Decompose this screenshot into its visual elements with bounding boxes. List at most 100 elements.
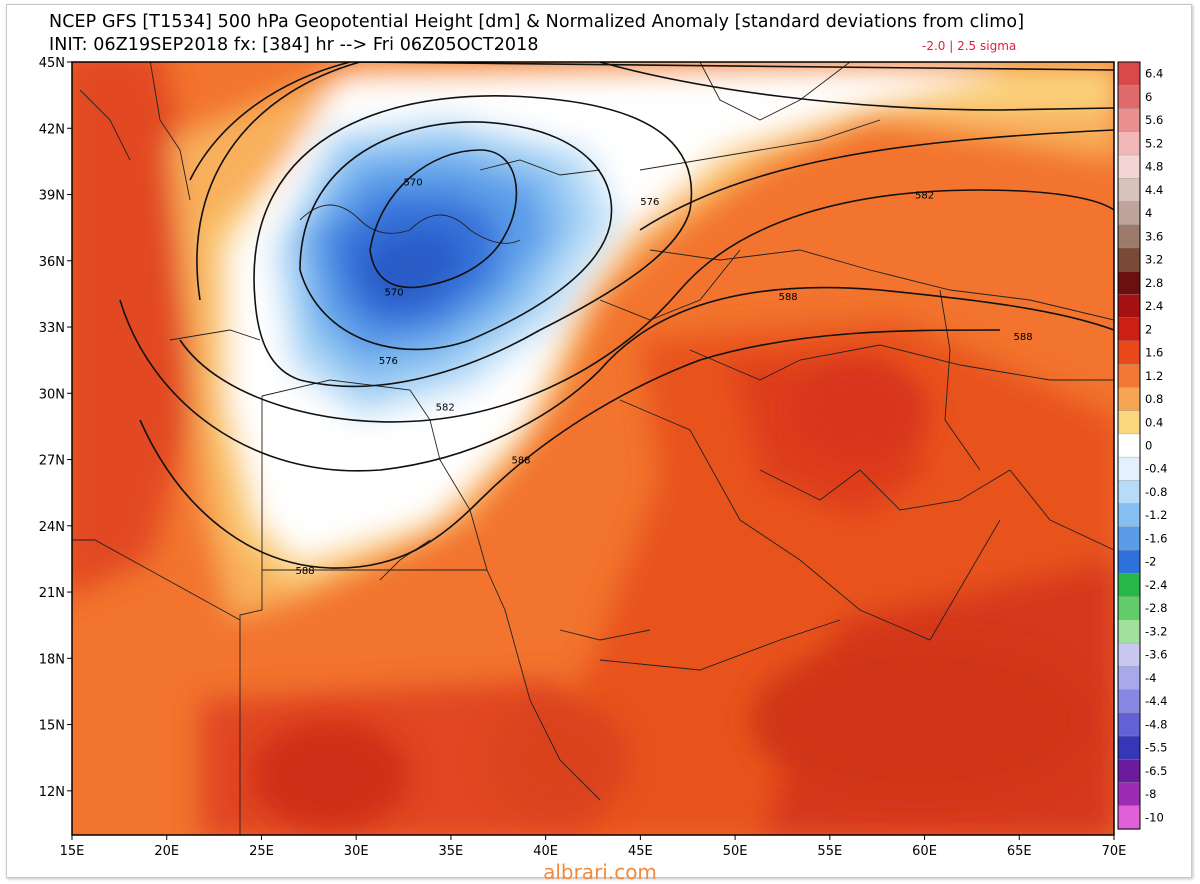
colorbar-label: -2.4: [1145, 578, 1167, 592]
colorbar-label: -8: [1145, 787, 1156, 801]
contour-label: 570: [403, 177, 422, 188]
colorbar-swatch: [1117, 387, 1141, 412]
sigma-note: -2.0 | 2.5 sigma: [922, 39, 1017, 53]
map-border: [71, 61, 1115, 836]
lat-tick-label: 24N: [39, 520, 65, 535]
colorbar-label: 4.4: [1145, 183, 1163, 197]
colorbar-label: 1.6: [1145, 346, 1163, 360]
contour-label: 582: [436, 403, 455, 414]
lat-tick-label: 42N: [39, 122, 65, 137]
contour-label: 570: [385, 288, 404, 299]
colorbar-swatch: [1117, 224, 1141, 249]
colorbar-swatch: [1117, 340, 1141, 365]
colorbar-swatch: [1117, 85, 1141, 110]
colorbar-swatch: [1117, 131, 1141, 156]
lat-tick-label: 39N: [39, 189, 65, 204]
colorbar-swatch: [1117, 805, 1141, 830]
contour-label: 588: [511, 456, 530, 467]
colorbar-label: -1.6: [1145, 531, 1167, 545]
colorbar-swatch: [1117, 642, 1141, 668]
colorbar-label: -2.8: [1145, 601, 1167, 615]
colorbar-label: 3.2: [1145, 253, 1163, 267]
colorbar-swatch: [1117, 735, 1141, 760]
colorbar-label: 6.4: [1145, 67, 1163, 81]
colorbar-swatch: [1117, 666, 1141, 691]
colorbar-label: -1.2: [1145, 508, 1167, 522]
lat-tick-label: 36N: [39, 255, 65, 270]
colorbar-label: -10: [1145, 810, 1164, 824]
colorbar-label: -0.4: [1145, 462, 1167, 476]
longitude-axis: 15E 20E 25E 30E 35E 40E 45E 50E 55E 60E 65E 70E: [60, 835, 1127, 859]
lon-tick-label: 60E: [912, 844, 937, 859]
colorbar-swatch: [1117, 549, 1141, 575]
colorbar-swatch: [1117, 270, 1141, 296]
contour-label: 582: [915, 191, 934, 202]
colorbar-label: -4.8: [1145, 717, 1167, 731]
colorbar-swatch: [1117, 526, 1141, 551]
contour-label: 576: [640, 197, 659, 208]
colorbar-label: 1.2: [1145, 369, 1163, 383]
colorbar-label: -2: [1145, 555, 1156, 569]
colorbar-swatch: [1117, 108, 1141, 133]
colorbar-swatch: [1117, 503, 1141, 528]
lat-tick-label: 21N: [39, 586, 65, 601]
colorbar-label: 0: [1145, 439, 1152, 453]
contour-labels: 570 570 576 576 582 582 588 588 588 588: [295, 177, 1033, 577]
lon-tick-label: 70E: [1102, 844, 1127, 859]
lon-tick-label: 15E: [60, 844, 85, 859]
colorbar-swatch: [1117, 61, 1141, 86]
colorbar-swatch: [1117, 480, 1141, 505]
colorbar-label: 3.6: [1145, 229, 1163, 243]
colorbar: 6.4 6 5.6 5.2 4.8 4.4 4 3.6 3.2 2.8 2.4 2 1.6 1.2 0.8 0…: [1117, 61, 1167, 830]
colorbar-label: 4: [1145, 206, 1152, 220]
colorbar-swatch: [1117, 619, 1141, 644]
colorbar-label: 2.4: [1145, 299, 1163, 313]
lat-tick-label: 18N: [39, 652, 65, 667]
colorbar-swatch: [1117, 456, 1141, 482]
colorbar-swatch: [1117, 712, 1141, 737]
height-contours: [119, 62, 1114, 569]
colorbar-swatch: [1117, 201, 1141, 226]
colorbar-label: -0.8: [1145, 485, 1167, 499]
colorbar-swatch: [1117, 363, 1141, 389]
colorbar-label: 2: [1145, 322, 1152, 336]
lat-tick-label: 12N: [39, 785, 65, 800]
colorbar-label: 5.2: [1145, 136, 1163, 150]
colorbar-label: -3.6: [1145, 648, 1167, 662]
colorbar-swatch: [1117, 759, 1141, 784]
colorbar-swatch: [1117, 317, 1141, 342]
contour-label: 588: [295, 566, 314, 577]
lon-tick-label: 35E: [439, 844, 464, 859]
colorbar-swatch: [1117, 433, 1141, 458]
colorbar-label: 6: [1145, 90, 1152, 104]
lat-tick-label: 45N: [39, 56, 65, 71]
colorbar-label: -5.5: [1145, 741, 1167, 755]
lat-tick-label: 27N: [39, 454, 65, 469]
anomaly-map: 570 570 576 576 582 582 588 588 588 588 45N 42N 39N…: [39, 56, 1168, 859]
contour-label: 588: [779, 292, 798, 303]
lon-tick-label: 20E: [154, 844, 179, 859]
colorbar-label: -3.2: [1145, 624, 1167, 638]
colorbar-label: 5.6: [1145, 113, 1163, 127]
lon-tick-label: 25E: [249, 844, 274, 859]
borders-coastlines: [72, 62, 1114, 835]
colorbar-label: 0.8: [1145, 392, 1163, 406]
figure-frame: [6, 4, 1192, 878]
colorbar-swatch: [1117, 596, 1141, 621]
colorbar-swatch: [1117, 154, 1141, 179]
lat-tick-label: 15N: [39, 719, 65, 734]
colorbar-swatch: [1117, 178, 1141, 203]
colorbar-swatch: [1117, 689, 1141, 714]
colorbar-swatch: [1117, 247, 1141, 272]
lon-tick-label: 65E: [1007, 844, 1032, 859]
colorbar-swatch: [1117, 410, 1141, 435]
chart-title: NCEP GFS [T1534] 500 hPa Geopotential He…: [49, 12, 1025, 32]
colorbar-label: 0.4: [1145, 415, 1163, 429]
colorbar-swatch: [1117, 782, 1141, 807]
lon-tick-label: 55E: [817, 844, 842, 859]
contour-label: 588: [1014, 332, 1033, 343]
colorbar-label: 4.8: [1145, 160, 1163, 174]
colorbar-label: -6.5: [1145, 764, 1167, 778]
lon-tick-label: 45E: [628, 844, 653, 859]
lat-tick-label: 30N: [39, 387, 65, 402]
